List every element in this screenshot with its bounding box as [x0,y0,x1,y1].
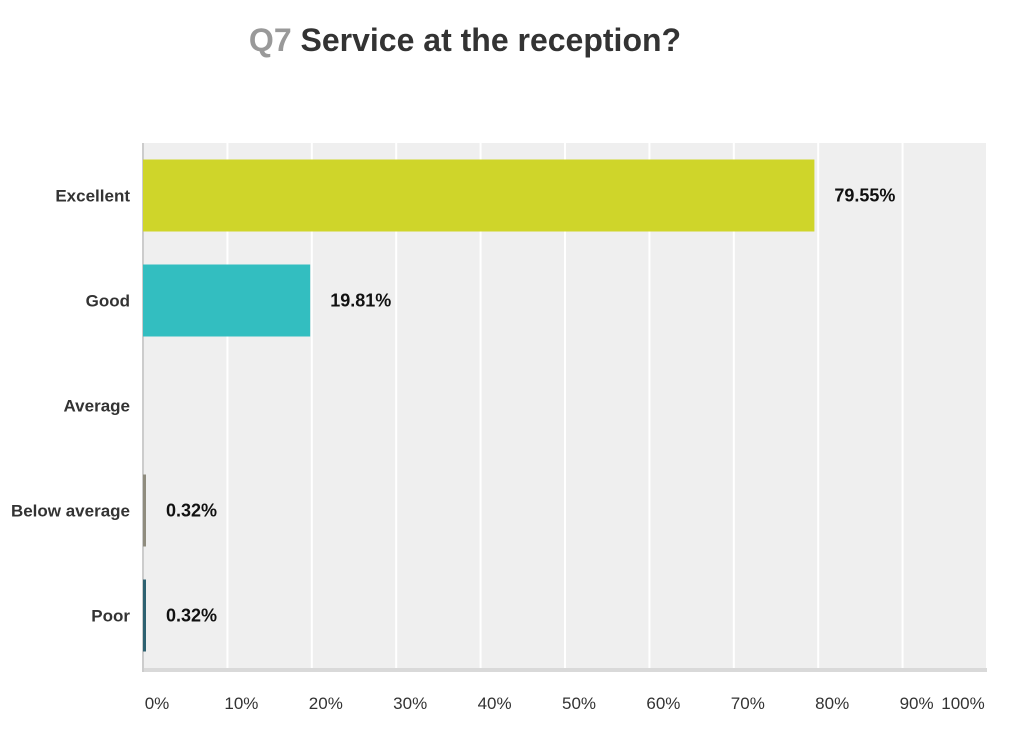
x-tick-label: 30% [393,694,427,713]
question-text: Service at the reception? [300,22,682,58]
x-tick-label: 20% [309,694,343,713]
data-label: 0.32% [166,501,217,521]
x-tick-label: 50% [562,694,596,713]
category-label: Good [86,292,130,311]
x-tick-label: 80% [815,694,849,713]
x-tick-label: 10% [224,694,258,713]
x-tick-label: 40% [478,694,512,713]
category-label: Below average [11,502,130,521]
category-label: Poor [91,607,130,626]
data-label: 79.55% [834,186,895,206]
x-tick-label: 70% [731,694,765,713]
x-tick-label: 90% [900,694,934,713]
x-tick-label: 0% [145,694,170,713]
category-label: Excellent [55,187,130,206]
x-tick-label: 100% [941,694,984,713]
data-label: 19.81% [330,291,391,311]
chart-title: Q7 Service at the reception? [0,22,930,59]
bar [143,474,146,547]
question-number: Q7 [248,22,292,58]
data-label: 0.32% [166,606,217,626]
category-label: Average [64,397,130,416]
bar [143,159,815,232]
x-axis-baseline [143,668,987,672]
x-tick-label: 60% [646,694,680,713]
bar [143,264,311,337]
bar [143,579,146,652]
